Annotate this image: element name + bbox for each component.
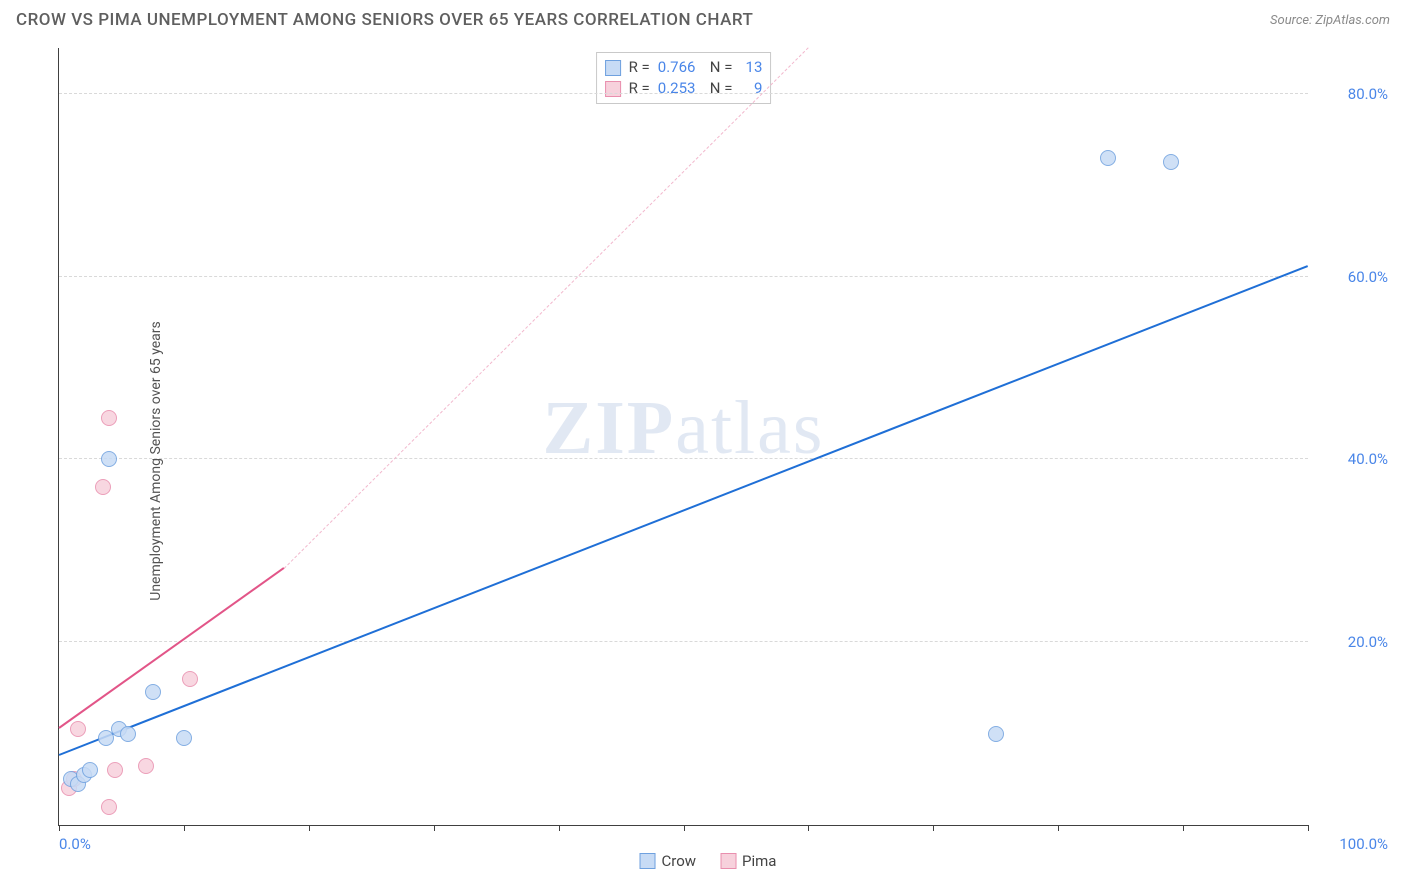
source-label: Source: ZipAtlas.com (1270, 13, 1390, 28)
stats-row-crow: R = 0.766 N = 13 (605, 57, 763, 78)
x-tick (933, 825, 934, 831)
scatter-point-pima (95, 479, 111, 495)
scatter-point-crow (82, 762, 98, 778)
stat-n-label: N = (710, 57, 733, 78)
title-bar: CROW VS PIMA UNEMPLOYMENT AMONG SENIORS … (0, 0, 1406, 36)
x-tick (1183, 825, 1184, 831)
watermark-rest: atlas (675, 385, 824, 469)
chart-container: Unemployment Among Seniors over 65 years… (18, 40, 1398, 882)
stat-n-value: 13 (740, 57, 762, 78)
gridline-h (59, 276, 1308, 277)
bottom-legend: Crow Pima (640, 852, 777, 870)
gridline-h (59, 93, 1308, 94)
x-tick (1308, 825, 1309, 831)
legend-item-crow: Crow (640, 852, 697, 870)
scatter-point-crow (120, 726, 136, 742)
scatter-point-pima (70, 721, 86, 737)
legend-label: Pima (742, 852, 776, 870)
scatter-point-pima (138, 758, 154, 774)
y-tick-label: 40.0% (1318, 450, 1388, 468)
scatter-point-crow (101, 451, 117, 467)
stats-row-pima: R =0.253N =9 (605, 78, 763, 99)
swatch-pima (605, 81, 621, 97)
plot-area: ZIPatlas R =0.766N =13R =0.253N =9 0.0% … (58, 48, 1308, 826)
y-tick-label: 60.0% (1318, 268, 1388, 286)
x-tick (184, 825, 185, 831)
watermark-bold: ZIP (543, 385, 676, 469)
legend-label: Crow (662, 852, 697, 870)
scatter-point-pima (101, 410, 117, 426)
scatter-point-crow (145, 684, 161, 700)
scatter-point-pima (182, 671, 198, 687)
x-tick (1058, 825, 1059, 831)
x-tick (59, 825, 60, 831)
scatter-point-crow (1163, 154, 1179, 170)
scatter-point-crow (1100, 150, 1116, 166)
stat-r-label: R = (629, 78, 650, 99)
scatter-point-crow (176, 730, 192, 746)
trendline-crow (59, 265, 1309, 756)
stat-n-label: N = (710, 78, 733, 99)
trendline-pima (58, 567, 284, 729)
x-tick (808, 825, 809, 831)
legend-swatch-pima (720, 853, 736, 869)
swatch-crow (605, 60, 621, 76)
stat-r-label: R = (629, 57, 650, 78)
y-tick-label: 20.0% (1318, 633, 1388, 651)
chart-title: CROW VS PIMA UNEMPLOYMENT AMONG SENIORS … (16, 10, 753, 30)
legend-item-pima: Pima (720, 852, 776, 870)
x-tick (434, 825, 435, 831)
scatter-point-pima (101, 799, 117, 815)
x-tick-label-max: 100.0% (1318, 835, 1388, 853)
gridline-h (59, 641, 1308, 642)
y-tick-label: 80.0% (1318, 85, 1388, 103)
x-tick-label-min: 0.0% (59, 835, 91, 853)
x-tick (559, 825, 560, 831)
legend-swatch-crow (640, 853, 656, 869)
stats-legend-box: R =0.766N =13R =0.253N =9 (596, 52, 772, 104)
scatter-point-crow (988, 726, 1004, 742)
stat-r-value: 0.766 (658, 57, 702, 78)
stat-r-value: 0.253 (658, 78, 702, 99)
scatter-point-pima (107, 762, 123, 778)
gridline-h (59, 458, 1308, 459)
x-tick (309, 825, 310, 831)
x-tick (684, 825, 685, 831)
